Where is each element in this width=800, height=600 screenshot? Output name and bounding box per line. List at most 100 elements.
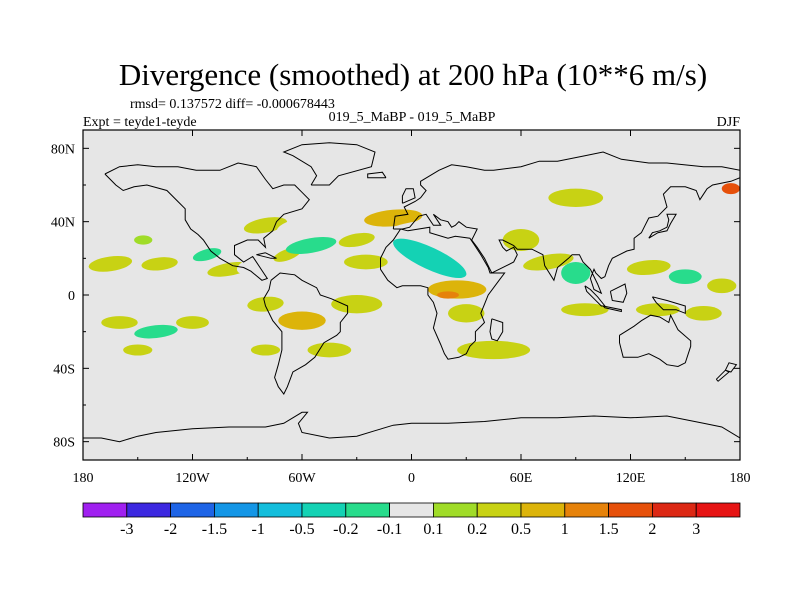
contour-region-46	[156, 348, 193, 360]
contour-region-24	[457, 216, 505, 231]
contour-region-64	[174, 362, 211, 374]
contour-region-10	[276, 217, 328, 238]
coastline-4	[380, 226, 506, 360]
colorbar-swatch-5	[301, 502, 347, 518]
contour-region-54	[457, 340, 531, 360]
contour-region-19	[548, 188, 604, 207]
contour-region-45	[123, 344, 153, 356]
colorbar: -3 -2 -1.5 -1 -0.5 -0.2 -0.1 0.1 0.2 0.5 1 1.5 2 3	[82, 502, 741, 538]
stats-label: rmsd= 0.137572 diff= -0.000678443	[130, 97, 335, 112]
colorbar-label-1: -2	[164, 521, 177, 538]
coastline-2	[282, 142, 376, 186]
y-tick-label-1: 40N	[51, 216, 75, 231]
contour-region-38	[176, 316, 209, 329]
experiment-label: Expt = teyde1-teyde	[83, 115, 197, 130]
contour-region-1	[97, 234, 142, 246]
contour-region-3	[149, 222, 200, 240]
contour-region-12	[285, 237, 337, 254]
colorbar-label-3: -1	[252, 521, 265, 538]
x-tick-label-0: 180	[73, 471, 94, 486]
coastline-17	[715, 369, 730, 382]
contour-region-52	[404, 358, 456, 372]
contour-region-63	[615, 362, 646, 374]
contour-region-42	[331, 295, 383, 314]
season-label: DJF	[717, 115, 741, 130]
contour-region-20	[615, 182, 664, 199]
contour-region-27	[437, 291, 459, 299]
coastline-8	[401, 188, 416, 204]
contour-region-32	[626, 259, 671, 276]
contour-region-25	[393, 238, 467, 279]
contour-region-28	[502, 229, 540, 251]
contour-region-51	[389, 304, 434, 323]
contour-region-56	[535, 358, 580, 372]
contour-region-50	[307, 342, 352, 358]
coastline-14	[256, 252, 277, 259]
contour-region-37	[134, 324, 178, 339]
colorbar-swatch-0	[82, 502, 128, 518]
contour-region-5	[141, 257, 178, 271]
colorbar-swatch-3	[213, 502, 259, 518]
contour-region-55	[513, 313, 565, 332]
contour-region-13	[338, 232, 375, 248]
contour-region-29	[523, 253, 574, 271]
coastlines	[83, 142, 740, 443]
field-contours	[83, 169, 740, 374]
coastline-0	[104, 162, 310, 281]
colorbar-swatch-11	[564, 502, 609, 518]
chart-title: Divergence (smoothed) at 200 hPa (10**6 …	[119, 57, 707, 92]
contour-region-21	[690, 214, 735, 230]
contour-region-36	[101, 316, 138, 329]
contour-region-59	[635, 303, 680, 317]
contour-region-0	[88, 255, 133, 272]
x-tick-label-1: 120W	[175, 471, 210, 486]
colorbar-swatch-8	[432, 502, 478, 518]
contour-region-34	[707, 278, 737, 294]
axis-ticks: 180 120W 60W 0 60E 120E 180 80N 40N 0 40S 80S	[51, 130, 751, 486]
x-tick-label-6: 180	[730, 471, 751, 486]
coastline-12	[651, 296, 686, 315]
contour-region-18	[451, 172, 518, 191]
coastline-3	[392, 151, 740, 295]
x-tick-label-4: 60E	[510, 471, 533, 486]
x-tick-label-2: 60W	[288, 471, 316, 486]
contour-region-30	[561, 262, 591, 284]
x-tick-label-3: 0	[408, 471, 415, 486]
colorbar-swatch-10	[520, 502, 566, 518]
contour-region-16	[340, 184, 363, 194]
colorbar-swatch-2	[170, 502, 215, 518]
contour-region-39	[214, 303, 244, 317]
contour-region-15	[343, 254, 388, 270]
coastline-11	[609, 283, 628, 303]
colorbar-swatch-14	[695, 502, 741, 518]
y-tick-label-4: 80S	[53, 436, 75, 451]
contour-region-35	[83, 315, 105, 330]
colorbar-label-4: -0.5	[289, 521, 314, 538]
colorbar-label-2: -1.5	[202, 521, 227, 538]
x-tick-label-5: 120E	[616, 471, 646, 486]
colorbar-swatch-9	[476, 502, 522, 518]
y-tick-label-0: 80N	[51, 142, 75, 157]
contour-region-57	[561, 303, 609, 317]
contour-region-53	[448, 304, 485, 323]
colorbar-label-9: 0.5	[511, 521, 531, 538]
colorbar-swatch-12	[608, 502, 653, 518]
contour-region-44	[92, 339, 129, 353]
colorbar-swatch-6	[345, 502, 390, 518]
contour-region-48	[219, 336, 257, 350]
colorbar-swatch-1	[126, 502, 172, 518]
contour-region-49	[250, 344, 281, 356]
coastline-7	[83, 411, 740, 443]
colorbar-label-13: 3	[692, 521, 700, 538]
coastline-16	[724, 362, 738, 373]
y-tick-label-3: 40S	[53, 362, 75, 377]
contour-region-22	[721, 183, 740, 195]
coastline-6	[619, 313, 692, 368]
colorbar-label-7: 0.1	[423, 521, 443, 538]
coastline-1	[263, 272, 349, 395]
colorbar-label-11: 1.5	[599, 521, 619, 538]
comparison-label: 019_5_MaBP - 019_5_MaBP	[329, 110, 496, 125]
colorbar-label-5: -0.2	[333, 521, 358, 538]
contour-region-47	[121, 359, 155, 371]
